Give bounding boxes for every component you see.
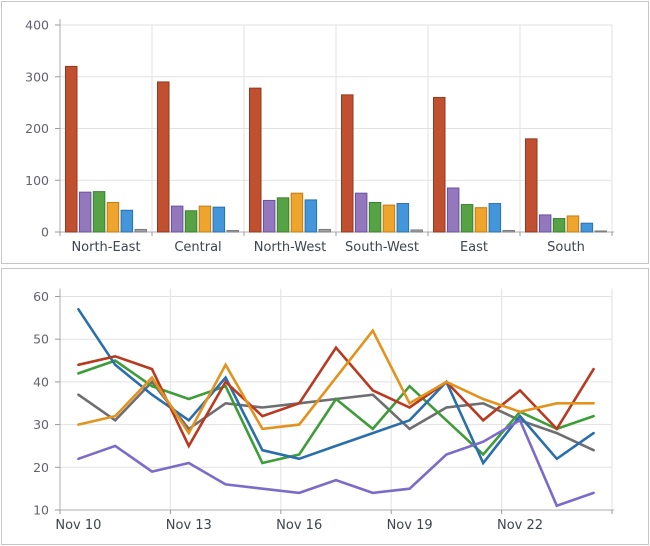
bar-purple xyxy=(446,187,460,233)
line-chart-panel: 10 20 30 40 50 60 Nov 10 Nov 13 Nov 16 Nov 19 Nov … xyxy=(1,268,649,545)
line-series-orange xyxy=(77,328,595,436)
bar-orange xyxy=(474,207,488,233)
y-axis-label: 60 xyxy=(33,289,49,304)
y-axis-label: 20 xyxy=(33,460,49,475)
y-axis-label: 0 xyxy=(41,225,49,240)
x-axis-label: Nov 19 xyxy=(387,518,433,533)
bar-green xyxy=(184,210,198,233)
x-axis-label: South-West xyxy=(345,240,419,255)
bar-purple xyxy=(170,205,184,233)
x-axis-label: Nov 10 xyxy=(55,518,101,533)
x-axis-label: Nov 22 xyxy=(497,518,543,533)
bar-gray xyxy=(594,230,607,233)
bar-green xyxy=(460,204,474,233)
bar-gray xyxy=(410,229,423,233)
x-axis-label: South xyxy=(547,240,585,255)
bar-gray xyxy=(226,229,239,233)
bar-orange xyxy=(290,192,304,233)
bar-green xyxy=(276,197,290,233)
bar-chart-panel: 0 100 200 300 400 North-East Central North-West… xyxy=(1,1,649,264)
y-axis-label: 40 xyxy=(33,374,49,389)
line-series-purple xyxy=(77,418,595,508)
line-chart: 10 20 30 40 50 60 Nov 10 Nov 13 Nov 16 Nov 19 Nov … xyxy=(33,288,614,533)
bar-green xyxy=(92,191,106,233)
line-series-blue xyxy=(77,307,595,466)
y-axis-label: 100 xyxy=(25,173,49,188)
x-axis-label: East xyxy=(460,240,488,255)
bar-gray xyxy=(318,228,331,233)
bar-blue xyxy=(396,203,410,233)
bar-purple xyxy=(78,191,92,233)
bar-purple xyxy=(354,192,368,233)
bar-red xyxy=(157,81,170,233)
bar-red xyxy=(65,65,78,233)
x-axis-label: Nov 13 xyxy=(166,518,212,533)
bar-purple xyxy=(262,199,276,233)
bar-gray xyxy=(134,228,147,233)
x-axis-label: North-West xyxy=(254,240,326,255)
bar-orange xyxy=(566,215,580,233)
bar-red xyxy=(433,96,446,233)
bar-orange xyxy=(382,204,396,233)
bar-chart: 0 100 200 300 400 North-East Central North-West… xyxy=(25,18,614,255)
x-axis-label: North-East xyxy=(71,240,140,255)
x-axis-label: Nov 16 xyxy=(276,518,322,533)
y-axis-label: 10 xyxy=(33,503,49,518)
bar-orange xyxy=(198,205,212,233)
bar-blue xyxy=(212,206,226,233)
x-axis-label: Central xyxy=(174,240,221,255)
bar-red xyxy=(341,94,354,233)
bar-red xyxy=(249,87,262,233)
y-axis-label: 30 xyxy=(33,417,49,432)
bar-blue xyxy=(580,222,594,233)
bar-blue xyxy=(488,203,502,233)
bar-green xyxy=(368,202,382,233)
y-axis-label: 50 xyxy=(33,332,49,347)
bar-gray xyxy=(502,229,515,233)
bar-blue xyxy=(304,199,318,233)
bar-purple xyxy=(538,214,552,233)
bar-blue xyxy=(120,209,134,233)
bar-orange xyxy=(106,202,120,233)
bar-green xyxy=(552,218,566,233)
y-axis-label: 200 xyxy=(25,121,49,136)
bar-red xyxy=(525,138,538,233)
y-axis-label: 400 xyxy=(25,18,49,33)
y-axis-label: 300 xyxy=(25,69,49,84)
